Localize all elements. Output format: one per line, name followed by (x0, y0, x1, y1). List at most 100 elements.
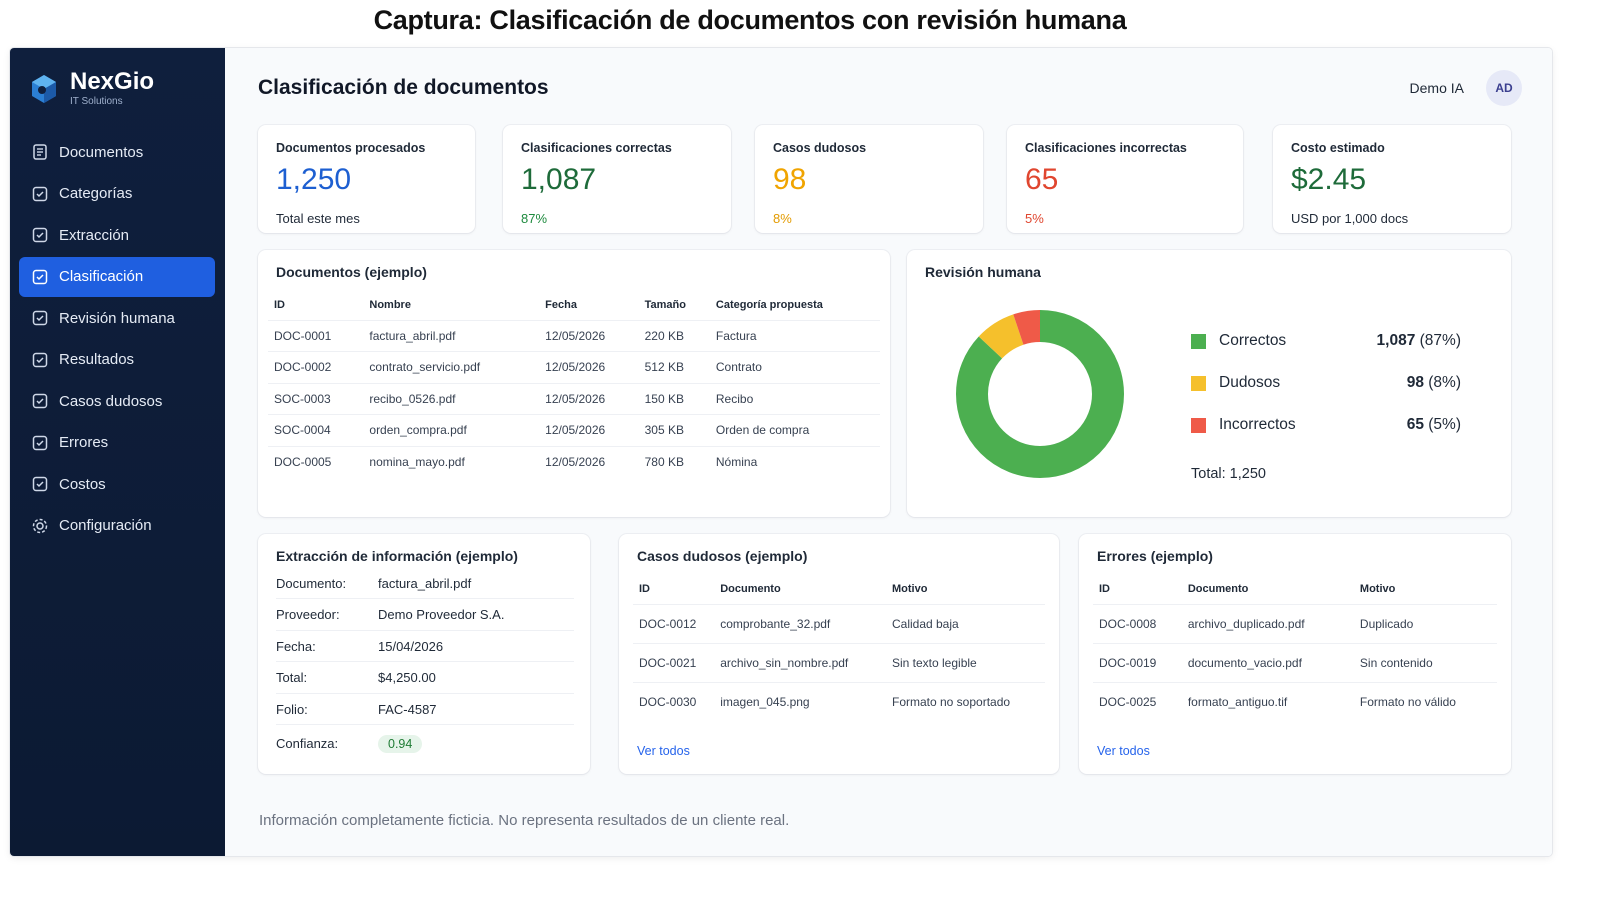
table-row[interactable]: DOC-0030 imagen_045.png Formato no soporta… (633, 681, 1045, 721)
documents-title: Documentos (ejemplo) (276, 264, 427, 280)
kpi-value: 98 (773, 163, 807, 196)
kpi-card: Clasificaciones incorrectas 65 5% (1007, 125, 1243, 233)
table-row[interactable]: DOC-0008 archivo_duplicado.pdf Duplicado (1093, 603, 1497, 643)
table-row[interactable]: DOC-0012 comprobante_32.pdf Calidad baja (633, 603, 1045, 643)
table-row[interactable]: SOC-0004 orden_compra.pdf 12/05/2026 305 KB… (268, 414, 880, 446)
brand-subtitle: IT Solutions (70, 96, 123, 107)
confidence-badge: 0.94 (378, 734, 423, 753)
column-header[interactable]: Categoría propuesta (715, 298, 823, 311)
table-row[interactable]: SOC-0003 recibo_0526.pdf 12/05/2026 150 KB R… (268, 382, 880, 415)
page-title: Clasificación de documentos (258, 76, 549, 99)
errors-view-all-link[interactable]: Ver todos (1097, 744, 1150, 758)
user-menu[interactable]: Demo IA AD (1410, 70, 1522, 106)
sidebar-item-4[interactable]: Revisión humana (19, 298, 215, 338)
table-header-row: ID Nombre Fecha Tamaño Categoría propuesta (268, 290, 880, 320)
table-row[interactable]: DOC-0021 archivo_sin_nombre.pdf Sin texto … (633, 642, 1045, 682)
sidebar-item-3[interactable]: Clasificación (19, 256, 215, 297)
classification-icon (31, 268, 49, 286)
table-cell: Formato no válido (1353, 681, 1497, 721)
sidebar-item-1[interactable]: Categorías (19, 174, 215, 214)
column-header[interactable]: ID (274, 298, 285, 311)
table-row[interactable]: DOC-0019 documento_vacio.pdf Sin contenido (1093, 642, 1497, 682)
legend-percent: (87%) (1419, 332, 1461, 349)
doubtful-view-all-link[interactable]: Ver todos (637, 744, 690, 758)
sidebar-item-0[interactable]: Documentos (19, 132, 215, 172)
donut-slice-incorrectos[interactable] (956, 310, 1124, 478)
table-cell: DOC-0012 (633, 603, 715, 643)
table-cell: SOC-0003 (268, 382, 364, 415)
brand[interactable]: NexGio IT Solutions (28, 70, 154, 108)
column-header[interactable]: Nombre (369, 298, 411, 311)
column-header[interactable]: Documento (1187, 582, 1249, 595)
field-value: Demo Proveedor S.A. (378, 607, 505, 622)
review-total: Total: 1,250 (1191, 466, 1266, 482)
table-cell: Calidad baja (885, 603, 1045, 643)
kpi-label: Documentos procesados (276, 141, 426, 155)
legend-swatch (1191, 417, 1206, 433)
kpi-value: 1,250 (276, 163, 352, 196)
table-row[interactable]: DOC-0025 formato_antiguo.tif Formato no vá… (1093, 681, 1497, 721)
sidebar-item-5[interactable]: Resultados (19, 340, 215, 380)
error-icon (31, 434, 49, 452)
sidebar-item-2[interactable]: Extracción (19, 215, 215, 255)
sidebar-item-label: Casos dudosos (59, 392, 163, 410)
errors-card: Errores (ejemplo) ID Documento Motivo DOC-… (1079, 534, 1511, 774)
table-row[interactable]: DOC-0002 contrato_servicio.pdf 12/05/2026 5… (268, 351, 880, 383)
table-cell: 305 KB (638, 414, 710, 446)
legend-item[interactable]: Correctos 1,087 (87%) (1191, 320, 1461, 362)
column-header[interactable]: ID (1099, 582, 1110, 595)
document-icon (31, 143, 49, 161)
legend-value: 65 (5%) (1369, 416, 1461, 434)
legend-name: Dudosos (1219, 374, 1281, 391)
table-cell: imagen_045.png (714, 681, 886, 721)
table-cell: 150 KB (638, 382, 710, 415)
table-cell: DOC-0025 (1093, 681, 1182, 721)
column-header[interactable]: Motivo (1359, 582, 1396, 595)
legend-name: Incorrectos (1219, 416, 1296, 433)
user-name: Demo IA (1409, 80, 1464, 96)
kpi-card: Costo estimado $2.45 USD por 1,000 docs (1273, 125, 1511, 233)
kpi-label: Clasificaciones incorrectas (1025, 141, 1187, 155)
table-cell: Sin contenido (1353, 642, 1497, 682)
table-header-row: ID Documento Motivo (1093, 574, 1497, 604)
extraction-title: Extracción de información (ejemplo) (276, 548, 518, 564)
logo-icon (32, 75, 56, 103)
table-row[interactable]: DOC-0005 nomina_mayo.pdf 12/05/2026 780 KB N… (268, 445, 880, 478)
column-header[interactable]: ID (639, 582, 650, 595)
sidebar-item-8[interactable]: Costos (19, 464, 215, 504)
sidebar-item-9[interactable]: Configuración (19, 506, 215, 546)
kpi-label: Costo estimado (1291, 141, 1385, 155)
field-label: Total: (276, 670, 308, 685)
extraction-card: Extracción de información (ejemplo) Docu… (258, 534, 590, 774)
column-header[interactable]: Tamaño (644, 298, 686, 311)
column-header[interactable]: Motivo (891, 582, 928, 595)
table-header-row: ID Documento Motivo (633, 574, 1045, 604)
kpi-subtext: 8% (773, 211, 792, 226)
table-cell: 12/05/2026 (539, 351, 639, 383)
table-cell: DOC-0019 (1093, 642, 1182, 682)
legend-swatch (1191, 375, 1206, 391)
sidebar-item-6[interactable]: Casos dudosos (19, 381, 215, 421)
legend-item[interactable]: Dudosos 98 (8%) (1191, 362, 1461, 404)
legend-name: Correctos (1219, 332, 1287, 349)
column-header[interactable]: Documento (720, 582, 781, 595)
table-cell: 12/05/2026 (539, 319, 639, 352)
sidebar-item-7[interactable]: Errores (19, 423, 215, 463)
extraction-field: Documento: factura_abril.pdf (276, 568, 574, 599)
table-cell: 12/05/2026 (539, 445, 639, 478)
legend-count: 1,087 (1376, 332, 1416, 349)
avatar[interactable]: AD (1486, 70, 1522, 106)
table-cell: formato_antiguo.tif (1181, 681, 1354, 721)
category-icon (31, 185, 49, 203)
legend-count: 98 (1406, 374, 1424, 391)
legend-item[interactable]: Incorrectos 65 (5%) (1191, 404, 1461, 446)
sidebar-item-label: Documentos (59, 143, 144, 161)
table-row[interactable]: DOC-0001 factura_abril.pdf 12/05/2026 220 K… (268, 319, 880, 352)
table-cell: archivo_sin_nombre.pdf (714, 642, 886, 682)
table-cell: Sin texto legible (885, 642, 1045, 682)
extraction-field: Folio: FAC-4587 (276, 694, 574, 725)
doubtful-title: Casos dudosos (ejemplo) (637, 548, 808, 564)
field-value: 15/04/2026 (378, 638, 444, 654)
errors-table: ID Documento Motivo DOC-0008 archivo_duplic… (1093, 574, 1497, 721)
column-header[interactable]: Fecha (545, 298, 577, 311)
